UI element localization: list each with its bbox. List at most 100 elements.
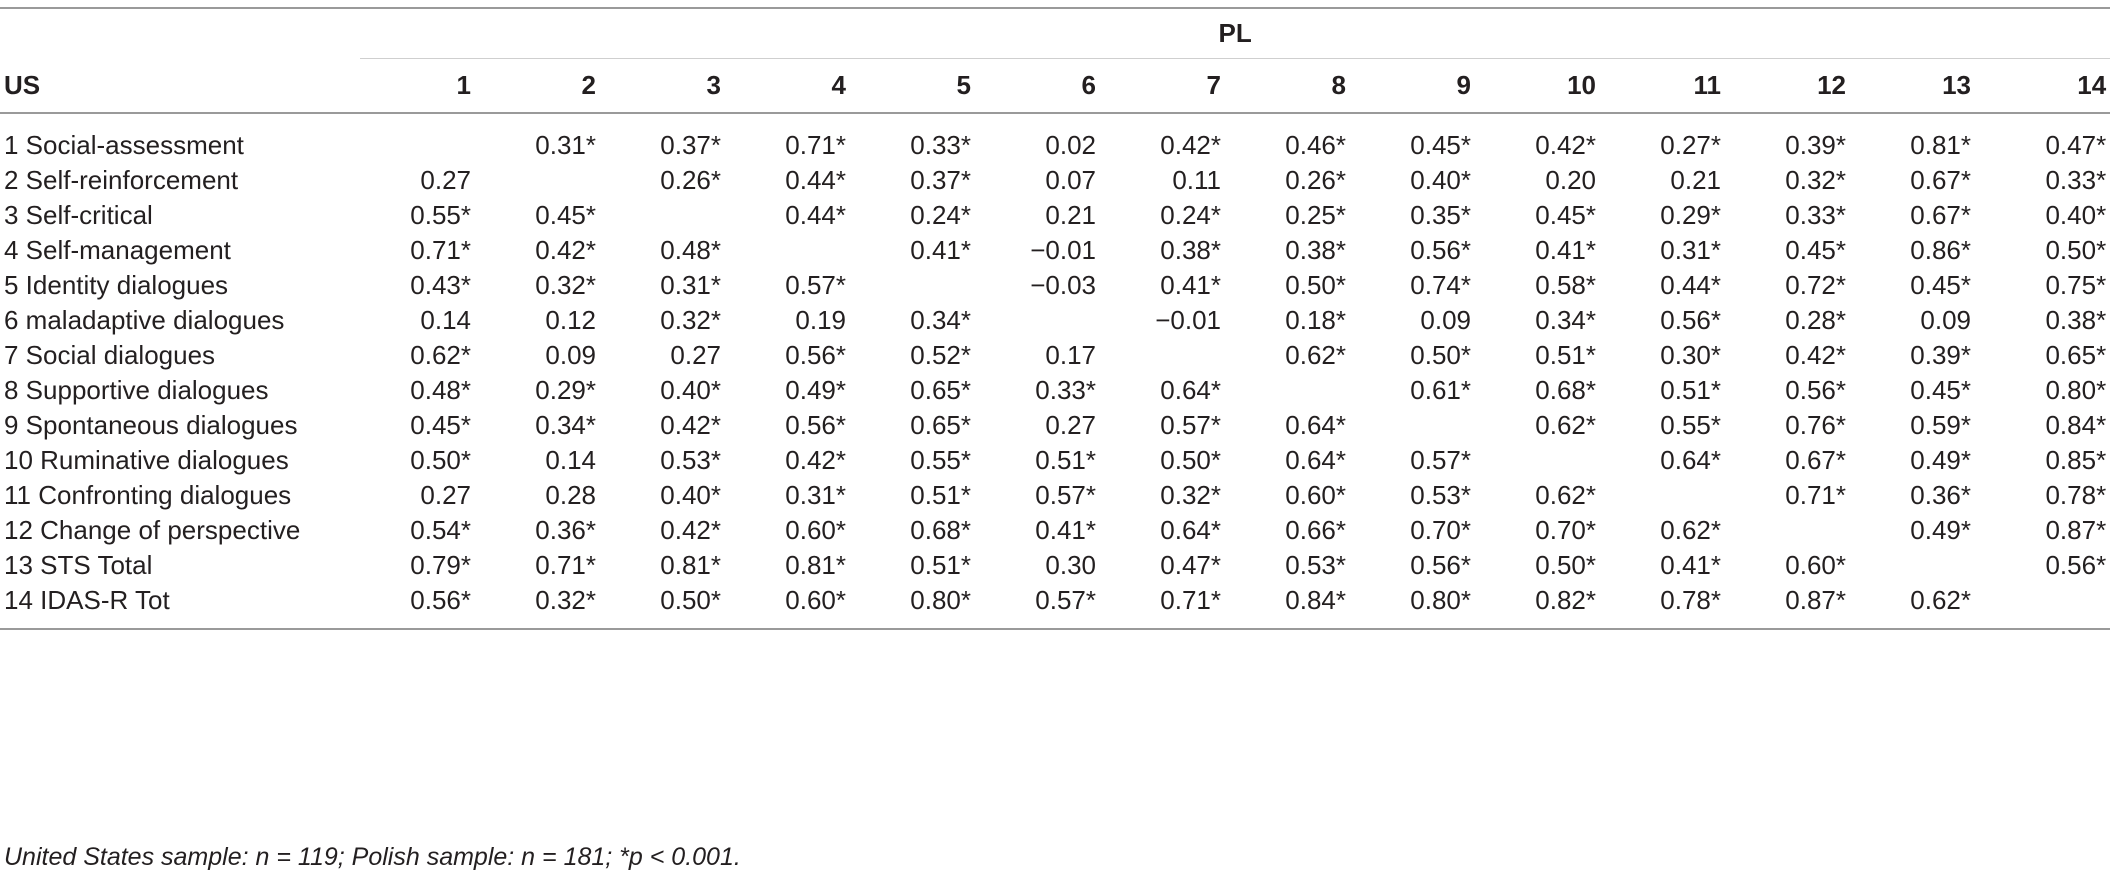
table-cell: 0.41*	[1035, 515, 1096, 545]
table-cell: 0.52*	[910, 340, 971, 370]
column-header: 6	[1081, 70, 1096, 100]
table-cell	[1235, 373, 1360, 408]
table-cell	[735, 233, 860, 268]
table-cell: 0.38*	[2045, 305, 2107, 335]
table-cell: 0.37*	[910, 165, 971, 195]
table-cell: 0.42*	[660, 515, 721, 545]
table-cell: 0.09	[545, 340, 596, 370]
column-header: 5	[956, 70, 971, 100]
table-cell: 0.76*	[1785, 410, 1846, 440]
table-cell	[360, 113, 485, 163]
table-cell: 0.56*	[1410, 550, 1471, 580]
table-cell: 0.29*	[535, 375, 596, 405]
table-cell: 0.57*	[1160, 410, 1221, 440]
table-cell: 0.62*	[1535, 480, 1596, 510]
table-cell: 0.59*	[1910, 410, 1971, 440]
table-cell: 0.64*	[1160, 515, 1221, 545]
table-cell: 0.12	[545, 305, 596, 335]
table-cell: 0.41*	[1535, 235, 1596, 265]
table-cell: 0.28	[545, 480, 596, 510]
table-cell: 0.31*	[660, 270, 721, 300]
table-cell: 0.50*	[660, 585, 721, 615]
table-cell: 0.45*	[535, 200, 596, 230]
table-cell: 0.33*	[1035, 375, 1096, 405]
table-cell: 0.50*	[1160, 445, 1221, 475]
table-cell: 0.31*	[1660, 235, 1721, 265]
table-cell: 0.71*	[1785, 480, 1846, 510]
table-cell: 0.45*	[1410, 130, 1471, 160]
table-cell: 0.56*	[2045, 550, 2107, 580]
table-cell: 0.71*	[785, 130, 846, 160]
table-cell: 0.33*	[1785, 200, 1846, 230]
row-label: 5 Identity dialogues	[4, 270, 229, 300]
table-cell: 0.14	[545, 445, 596, 475]
table-cell: 0.36*	[535, 515, 596, 545]
table-cell: 0.64*	[1660, 445, 1721, 475]
table-cell: 0.71*	[535, 550, 596, 580]
table-cell: 0.18*	[1285, 305, 1346, 335]
table-cell: 0.19	[795, 305, 846, 335]
table-row: 9 Spontaneous dialogues 0.45* 0.34* 0.42* 0.…	[0, 408, 2110, 443]
table-cell: 0.39*	[1785, 130, 1846, 160]
table-row: 3 Self-critical 0.55* 0.45* 0.44* 0.24* 0.21 0…	[0, 198, 2110, 233]
table-cell: 0.24*	[910, 200, 971, 230]
table-cell: 0.38*	[1160, 235, 1221, 265]
table-cell: 0.82*	[1535, 585, 1596, 615]
table-cell: 0.29*	[1660, 200, 1721, 230]
table-cell: 0.56*	[410, 585, 471, 615]
table-cell: 0.55*	[410, 200, 471, 230]
column-header: 14	[2077, 70, 2107, 100]
table-cell: 0.44*	[785, 165, 846, 195]
table-cell: 0.47*	[1160, 550, 1221, 580]
table-row: 11 Confronting dialogues 0.27 0.28 0.40* 0.3…	[0, 478, 2110, 513]
table-cell: 0.54*	[410, 515, 471, 545]
correlation-table: PL US 1 2 3 4 5 6 7 8 9 10 11 12 13 14 1 Social-asses…	[0, 7, 2111, 630]
column-header: 9	[1456, 70, 1471, 100]
table-cell: 0.17	[1045, 340, 1096, 370]
table-cell: 0.14	[420, 305, 471, 335]
table-cell: 0.72*	[1785, 270, 1846, 300]
row-label: 7 Social dialogues	[4, 340, 216, 370]
table-cell: 0.64*	[1285, 445, 1346, 475]
table-cell	[1985, 583, 2110, 629]
table-cell: 0.44*	[785, 200, 846, 230]
table-cell: 0.32*	[1160, 480, 1221, 510]
table-cell: 0.62*	[410, 340, 471, 370]
column-header: 13	[1942, 70, 1971, 100]
column-header: 11	[1693, 70, 1722, 100]
table-cell	[1485, 443, 1610, 478]
table-cell: 0.60*	[1285, 480, 1346, 510]
row-label: 9 Spontaneous dialogues	[4, 410, 298, 440]
table-cell: 0.48*	[660, 235, 721, 265]
column-header-row: US 1 2 3 4 5 6 7 8 9 10 11 12 13 14	[0, 59, 2111, 113]
table-cell: 0.49*	[1910, 445, 1971, 475]
table-cell: 0.27	[420, 165, 471, 195]
table-cell: −0.01	[1030, 235, 1096, 265]
table-cell: 0.86*	[1910, 235, 1971, 265]
table-cell: 0.60*	[1785, 550, 1846, 580]
table-cell: 0.57*	[785, 270, 846, 300]
table-cell: 0.45*	[1785, 235, 1846, 265]
table-cell: 0.42*	[1535, 130, 1596, 160]
table-cell: 0.27	[420, 480, 471, 510]
table-cell: 0.26*	[1285, 165, 1346, 195]
table-cell: 0.34*	[910, 305, 971, 335]
table-cell: 0.40*	[2045, 200, 2107, 230]
table-cell: 0.27	[1045, 410, 1096, 440]
table-cell: 0.50*	[1410, 340, 1471, 370]
table-cell: 0.56*	[785, 340, 846, 370]
table-cell: 0.60*	[785, 585, 846, 615]
table-cell: 0.30	[1045, 550, 1096, 580]
table-cell: 0.80*	[910, 585, 971, 615]
column-header: 8	[1331, 70, 1346, 100]
row-label: 8 Supportive dialogues	[4, 375, 269, 405]
table-cell: 0.49*	[785, 375, 846, 405]
table-cell: 0.42*	[535, 235, 596, 265]
table-row: 7 Social dialogues 0.62* 0.09 0.27 0.56* 0.52…	[0, 338, 2110, 373]
table-cell: 0.80*	[1410, 585, 1471, 615]
table-cell: 0.84*	[1285, 585, 1346, 615]
table-cell: 0.24*	[1160, 200, 1221, 230]
table-cell: 0.51*	[1535, 340, 1596, 370]
table-cell: 0.42*	[1160, 130, 1221, 160]
